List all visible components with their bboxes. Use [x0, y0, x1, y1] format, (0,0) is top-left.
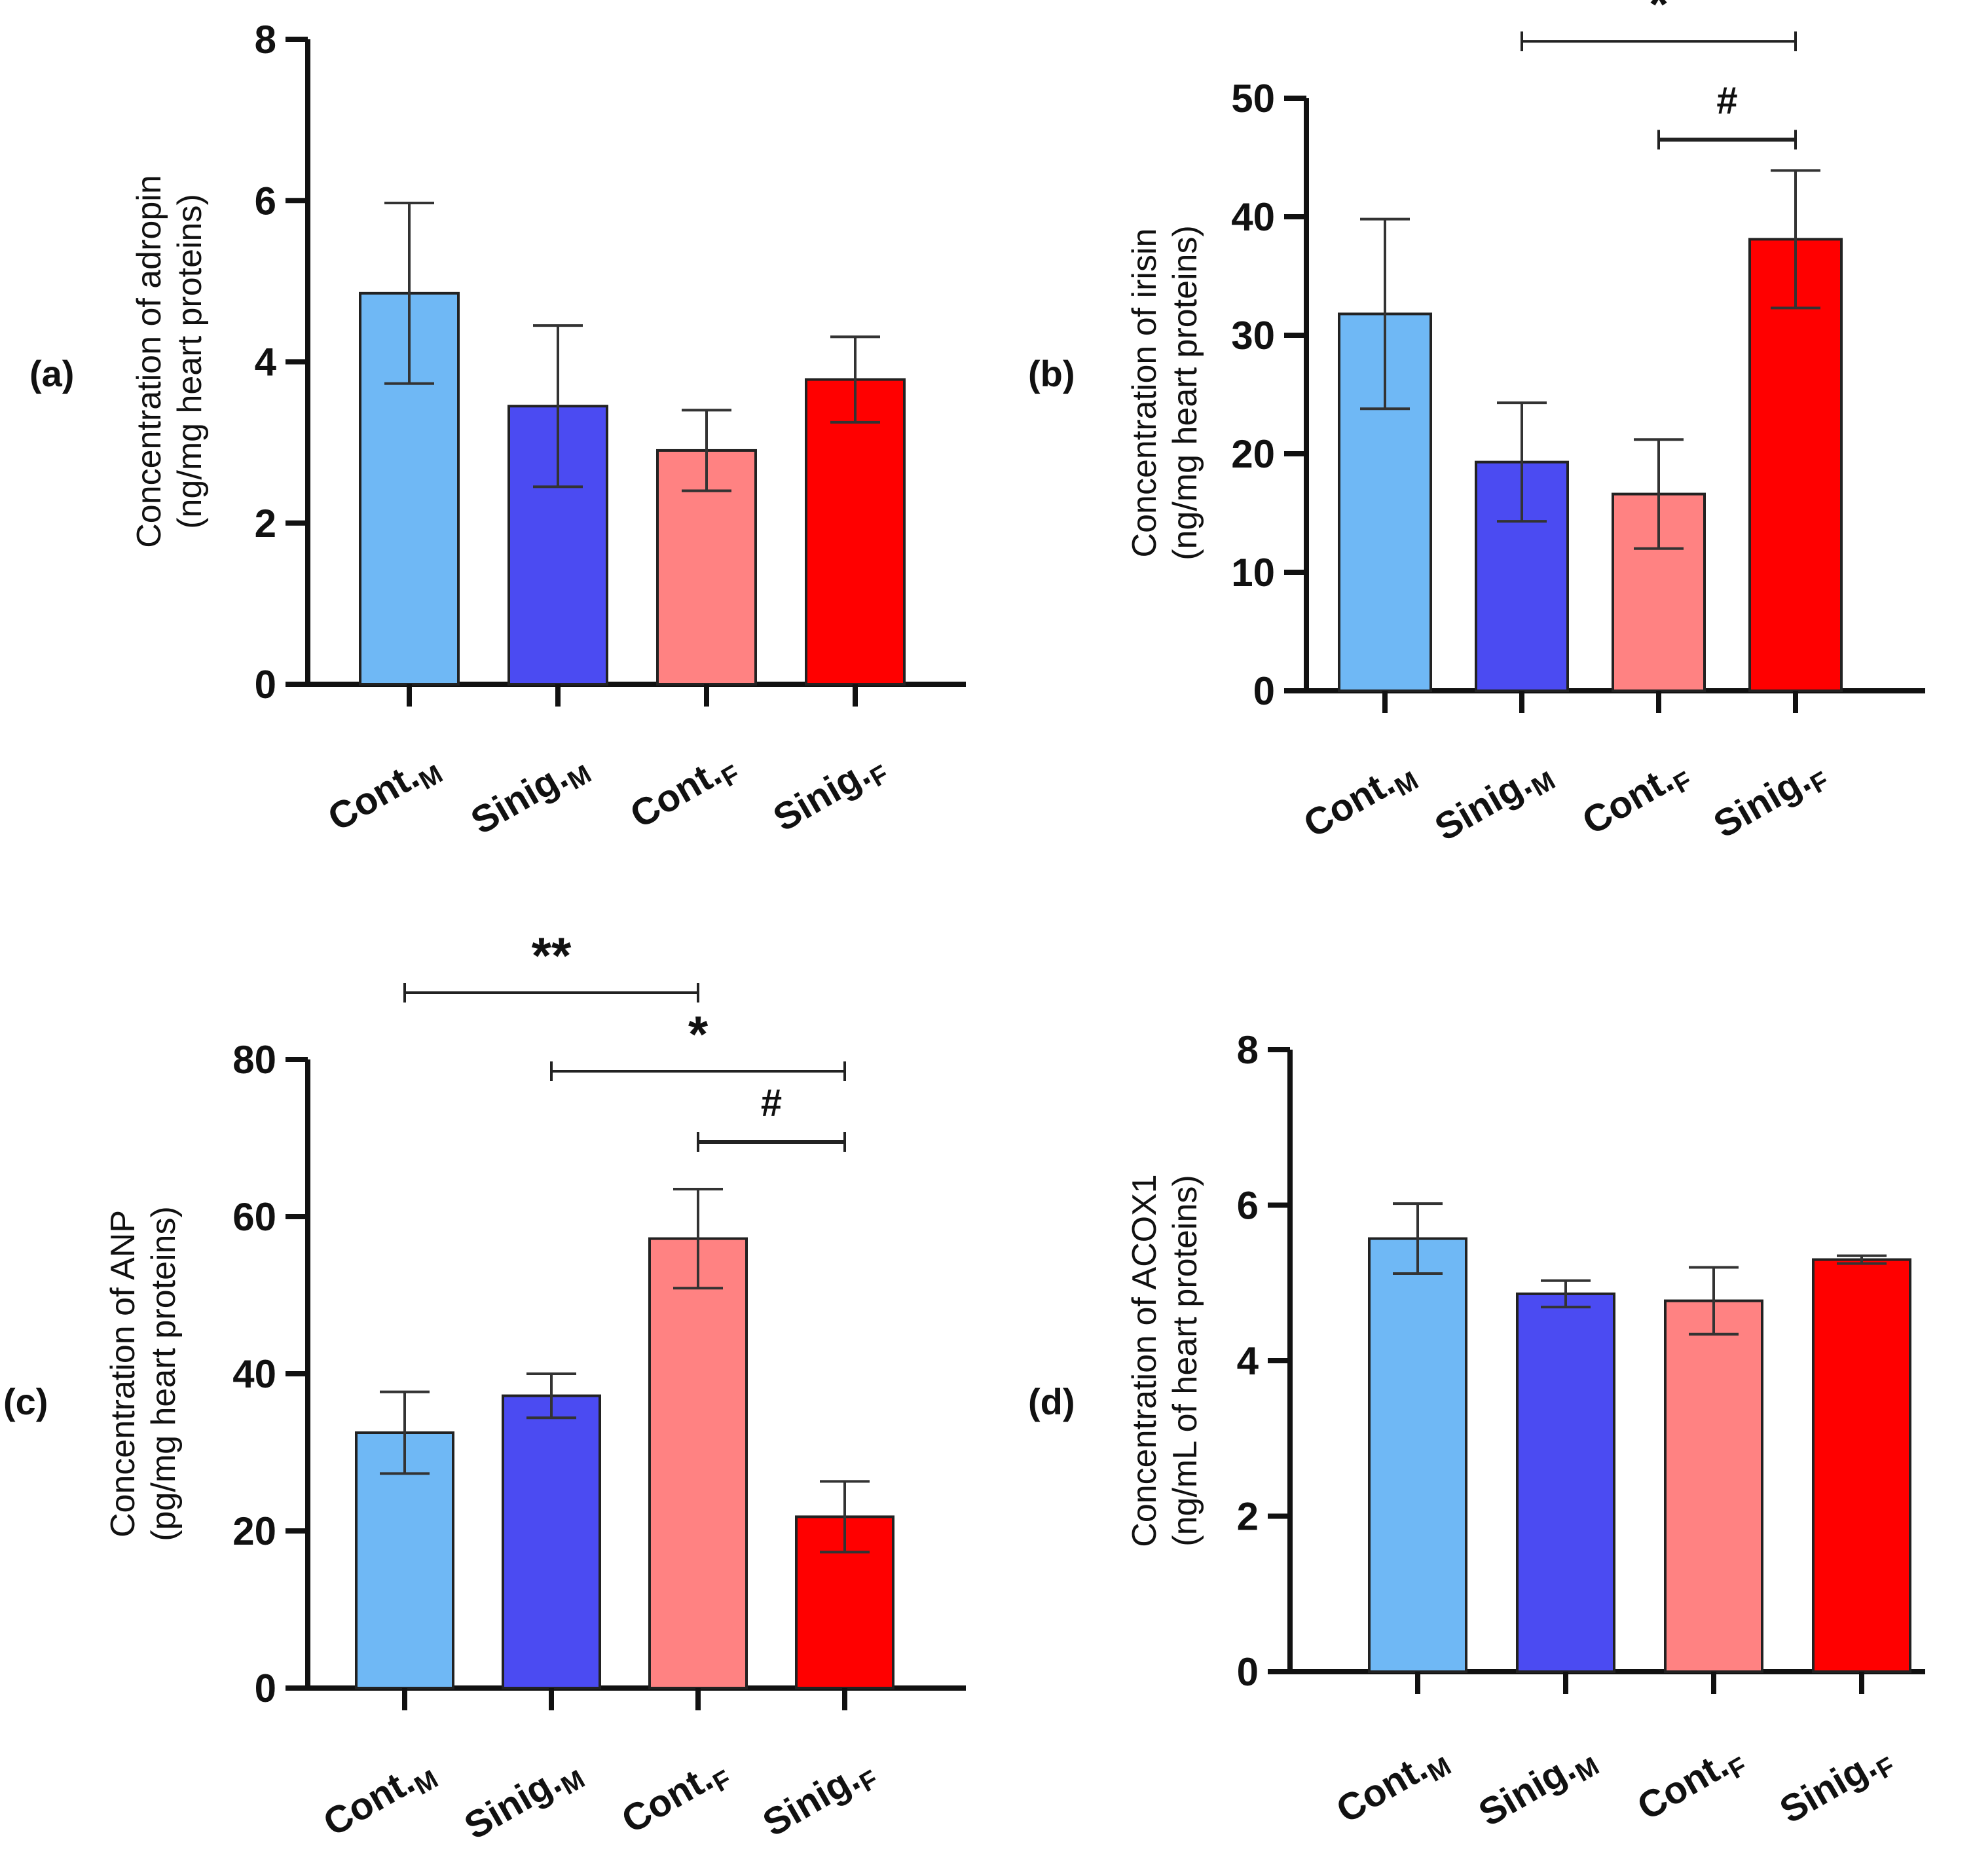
y-tick-label: 6 — [255, 179, 276, 223]
y-tick-label: 60 — [232, 1195, 276, 1239]
y-tick-label: 4 — [1237, 1339, 1259, 1383]
y-axis-label-line2: (pg/mg heart proteins) — [145, 1206, 183, 1541]
y-tick-label: 10 — [1231, 551, 1275, 595]
chart-panel-d: (d) Concentration of ACOX1(ng/mL of heart… — [1028, 1028, 1925, 1839]
x-category-main: Cont. — [623, 751, 729, 836]
y-axis-label-line1: Concentration of ACOX1 — [1126, 1174, 1164, 1547]
bar — [1368, 1237, 1467, 1673]
y-axis-label-line1: Concentration of ANP — [104, 1210, 142, 1537]
significance-label: # — [1716, 79, 1737, 122]
y-axis-label-line1: Concentration of irisin — [1126, 229, 1164, 558]
x-category-label: Sinig.F — [1706, 750, 1834, 851]
bar — [1664, 1299, 1763, 1673]
y-tick-label: 40 — [1231, 195, 1275, 239]
x-category-label: Sinig.M — [464, 743, 596, 847]
x-category-label: Cont.F — [623, 743, 745, 841]
bar — [355, 1431, 454, 1689]
y-axis-label: Concentration of irisin(ng/mg heart prot… — [1126, 225, 1204, 561]
y-tick-label: 4 — [255, 340, 277, 384]
y-tick-label: 0 — [1237, 1650, 1259, 1694]
y-tick-label: 8 — [1237, 1028, 1259, 1072]
y-tick-label: 8 — [255, 18, 276, 62]
chart-panel-c: (c) Concentration of ANP(pg/mg heart prot… — [3, 927, 966, 1852]
significance-label: * — [688, 1005, 709, 1063]
y-axis-label: Concentration of ACOX1(ng/mL of heart pr… — [1126, 1174, 1204, 1547]
significance-label: ** — [532, 927, 572, 984]
bar — [502, 1394, 601, 1690]
x-category-main: Sinig. — [1471, 1746, 1582, 1835]
bar — [648, 1237, 748, 1689]
y-axis-label: Concentration of adropin(ng/mg heart pro… — [130, 175, 209, 548]
y-tick-label: 20 — [1231, 432, 1275, 476]
x-category-label: Cont.F — [1576, 750, 1697, 848]
panel-label-c: (c) — [3, 1381, 48, 1422]
x-category-label: Cont.M — [1297, 750, 1424, 851]
x-category-label: Sinig.F — [766, 743, 893, 844]
y-tick-label: 40 — [232, 1352, 276, 1396]
y-axis-label-line2: (ng/mg heart proteins) — [1166, 225, 1204, 561]
significance-label: * — [1649, 0, 1669, 33]
chart-panel-a: (a) Concentration of adropin(ng/mg heart … — [29, 18, 966, 847]
x-category-main: Cont. — [615, 1756, 720, 1841]
x-category-label: Cont.M — [1329, 1735, 1456, 1836]
y-tick-label: 2 — [1237, 1495, 1259, 1539]
x-category-label: Sinig.F — [756, 1748, 883, 1849]
y-tick-label: 0 — [255, 663, 276, 707]
x-category-main: Sinig. — [1773, 1743, 1883, 1831]
y-tick-label: 6 — [1237, 1184, 1259, 1228]
y-tick-label: 30 — [1231, 314, 1275, 358]
x-category-main: Cont. — [1576, 758, 1681, 843]
y-axis-label-line2: (ng/mg heart proteins) — [171, 194, 209, 529]
x-category-main: Cont. — [1329, 1746, 1435, 1831]
bar — [1748, 238, 1843, 692]
x-category-main: Sinig. — [756, 1756, 866, 1845]
x-category-label: Sinig.M — [1471, 1735, 1604, 1839]
chart-panel-b: (b) Concentration of irisin(ng/mg heart p… — [1028, 0, 1925, 854]
x-category-main: Sinig. — [1706, 758, 1817, 846]
x-category-label: Sinig.M — [457, 1748, 589, 1852]
panel-label-a: (a) — [29, 353, 74, 394]
y-tick-label: 80 — [232, 1038, 276, 1082]
x-category-main: Sinig. — [766, 751, 877, 839]
x-category-label: Sinig.M — [1428, 750, 1560, 854]
panel-label-b: (b) — [1028, 353, 1075, 394]
x-category-label: Cont.F — [615, 1748, 737, 1847]
bar — [1516, 1292, 1615, 1673]
x-category-label: Cont.F — [1631, 1735, 1752, 1833]
x-category-main: Cont. — [316, 1759, 422, 1845]
y-tick-label: 50 — [1231, 77, 1275, 120]
x-category-label: Cont.M — [321, 743, 448, 844]
y-axis-label-line1: Concentration of adropin — [130, 175, 168, 548]
x-category-main: Cont. — [1297, 761, 1402, 846]
x-category-label: Cont.M — [316, 1748, 443, 1849]
y-axis-label: Concentration of ANP(pg/mg heart protein… — [104, 1206, 183, 1541]
x-category-main: Cont. — [1631, 1743, 1736, 1828]
bar — [1812, 1258, 1911, 1673]
x-category-label: Sinig.F — [1773, 1735, 1900, 1836]
significance-label: # — [761, 1082, 782, 1124]
y-tick-label: 0 — [255, 1666, 276, 1710]
x-category-main: Sinig. — [1428, 761, 1538, 849]
y-tick-label: 2 — [255, 502, 276, 545]
y-tick-label: 20 — [232, 1509, 276, 1553]
x-category-main: Sinig. — [464, 754, 574, 843]
bar — [805, 378, 906, 686]
y-tick-label: 0 — [1253, 669, 1275, 713]
y-axis-label-line2: (ng/mL of heart proteins) — [1166, 1175, 1204, 1546]
x-category-main: Sinig. — [457, 1759, 568, 1848]
panel-label-d: (d) — [1028, 1381, 1075, 1422]
x-category-main: Cont. — [321, 754, 426, 839]
